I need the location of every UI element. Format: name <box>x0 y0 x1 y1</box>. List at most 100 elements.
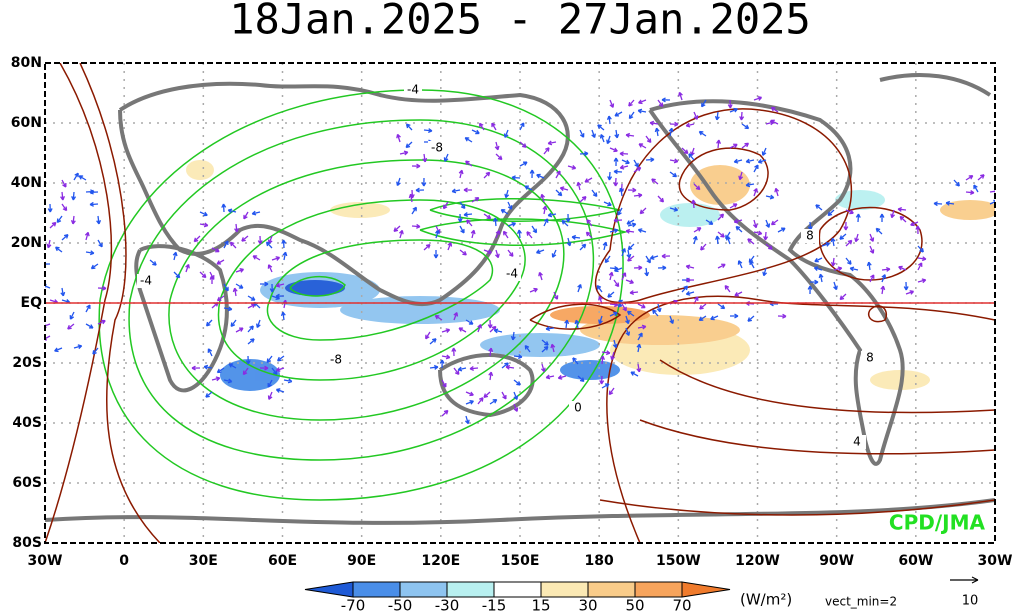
wind-vector <box>216 259 225 265</box>
wind-vector <box>405 123 413 131</box>
wind-vector <box>574 319 580 329</box>
wind-vector <box>613 157 619 167</box>
wind-vector <box>614 267 623 273</box>
wind-vector <box>463 187 473 193</box>
wind-vector <box>232 287 238 297</box>
lon-label: 60W <box>898 553 933 569</box>
wind-vector <box>661 253 671 259</box>
contour-label-bg <box>503 267 521 281</box>
wind-vector <box>465 319 474 325</box>
wind-vector <box>638 99 647 105</box>
wind-vector <box>649 255 659 260</box>
wind-vector <box>489 398 498 405</box>
wind-vector <box>267 391 273 400</box>
wind-vector <box>636 363 642 373</box>
wind-vector <box>602 241 608 251</box>
wind-vector <box>903 281 909 291</box>
wind-vector <box>626 310 635 317</box>
wind-vector <box>915 225 921 235</box>
wind-vector <box>628 111 635 120</box>
wind-vector <box>488 347 494 357</box>
lat-label: 20N <box>11 235 42 251</box>
wind-vector <box>92 347 99 355</box>
lat-label: 20S <box>12 355 42 371</box>
wind-vector <box>688 153 695 161</box>
wind-vector <box>830 237 836 247</box>
wind-vector <box>753 230 763 236</box>
wind-vector <box>579 151 589 157</box>
wind-vector <box>281 239 287 249</box>
wind-vector <box>669 315 675 324</box>
wind-vector <box>989 199 995 205</box>
wind-vector <box>699 303 707 310</box>
wind-vector <box>229 241 237 249</box>
wind-vector <box>610 351 615 361</box>
wind-vector <box>738 171 744 181</box>
wind-vector <box>447 242 453 251</box>
wind-vector <box>469 365 479 371</box>
wind-vector <box>685 264 695 270</box>
wind-vector <box>543 218 549 227</box>
wind-vector <box>814 257 823 263</box>
wind-vector <box>645 255 651 264</box>
contour-labels: -4 -8 -4 -4 -8 8 8 4 0 <box>137 83 879 449</box>
colorbar-segment <box>540 581 589 598</box>
wind-vector <box>97 239 103 248</box>
wind-vector <box>441 409 449 417</box>
wind-vector <box>503 129 509 138</box>
wind-vector <box>656 303 662 313</box>
wind-vector <box>507 201 513 210</box>
wind-vector <box>855 213 861 223</box>
wind-vector <box>483 171 491 179</box>
wind-vector <box>227 208 237 214</box>
wind-vector <box>933 201 943 207</box>
lon-label: 60E <box>268 553 297 569</box>
wind-vector <box>61 179 67 188</box>
wind-vector <box>917 256 927 262</box>
wind-vector <box>609 147 618 153</box>
wind-vector <box>425 331 431 340</box>
wind-vector <box>471 197 480 203</box>
wind-vector <box>621 159 630 165</box>
wind-vector <box>526 231 533 239</box>
wind-vector <box>411 223 421 229</box>
wind-vector <box>765 219 771 228</box>
lon-label: 180 <box>585 553 614 569</box>
colorbar-tick-label: -15 <box>482 597 507 612</box>
wind-vector <box>897 206 907 212</box>
wind-vector <box>763 231 769 241</box>
wind-vector <box>466 219 473 227</box>
wind-vector <box>433 249 439 259</box>
wind-vector <box>899 215 907 223</box>
wind-vector <box>637 324 647 330</box>
wind-vector <box>408 193 414 203</box>
wind-vector <box>540 193 546 203</box>
wind-vector <box>714 111 720 121</box>
lon-label: 0 <box>119 553 129 569</box>
wind-vector <box>439 359 445 369</box>
lon-label: 120W <box>735 553 780 569</box>
wind-vector <box>211 376 221 382</box>
wind-vector <box>613 169 623 175</box>
wind-vector <box>483 213 492 220</box>
wind-vector <box>609 311 618 317</box>
wind-vector <box>845 257 852 265</box>
wind-vector <box>881 266 891 272</box>
wind-vector <box>199 222 209 228</box>
wind-vector <box>193 235 201 243</box>
wind-vector <box>269 283 275 293</box>
wind-vector <box>693 111 699 120</box>
wind-vector <box>547 212 557 218</box>
wind-vector <box>524 344 531 353</box>
wind-vector <box>849 266 859 272</box>
wind-vector <box>559 186 569 192</box>
wind-vector <box>606 135 611 145</box>
wind-vector <box>85 304 91 313</box>
wind-vector <box>724 284 731 293</box>
wind-vector <box>669 171 678 178</box>
wind-vector <box>423 244 431 251</box>
wind-vector <box>898 265 907 271</box>
wind-vector <box>211 247 220 253</box>
lat-label: 80S <box>12 535 42 551</box>
wind-vector <box>459 225 465 234</box>
